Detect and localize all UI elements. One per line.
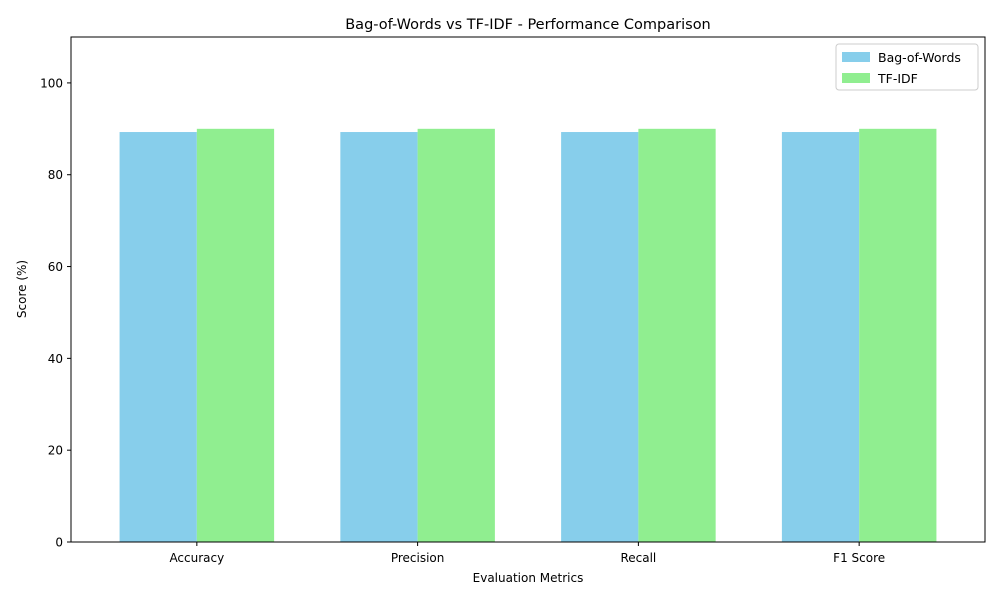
y-tick-label: 0 [55, 536, 63, 550]
y-tick-label: 100 [40, 76, 63, 90]
x-tick-label: Precision [391, 551, 445, 565]
x-axis-label: Evaluation Metrics [473, 571, 584, 585]
bar-bag-of-words-recall [561, 132, 639, 543]
legend: Bag-of-Words TF-IDF [835, 43, 979, 91]
plot-frame [70, 36, 986, 543]
y-tick-label: 80 [48, 168, 63, 182]
chart-title: Bag-of-Words vs TF-IDF - Performance Com… [345, 17, 711, 33]
bar-tf-idf-f1-score [859, 128, 937, 542]
bar-bag-of-words-accuracy [119, 132, 197, 543]
bar-tf-idf-precision [417, 128, 495, 542]
bar-tf-idf-recall [638, 128, 716, 542]
legend-swatch [842, 52, 870, 62]
legend-label: Bag-of-Words [878, 50, 961, 65]
y-tick-label: 60 [48, 260, 63, 274]
x-tick-label: F1 Score [833, 551, 885, 565]
bar-bag-of-words-f1-score [781, 132, 860, 543]
bars-layer [119, 128, 937, 543]
ticks-layer: 0 20 40 60 80 100 Accuracy Precision Recall F1 Sc… [40, 76, 885, 565]
x-tick-label: Accuracy [169, 551, 224, 565]
legend-label: TF-IDF [877, 71, 918, 86]
bar-tf-idf-accuracy [196, 128, 275, 542]
axes-layer [70, 36, 986, 543]
bar-bag-of-words-precision [340, 132, 418, 543]
y-tick-label: 40 [48, 352, 63, 366]
y-axis-label: Score (%) [15, 260, 29, 318]
legend-box [835, 43, 979, 91]
x-tick-label: Recall [620, 551, 656, 565]
y-tick-label: 20 [48, 444, 63, 458]
legend-swatch [842, 73, 870, 83]
